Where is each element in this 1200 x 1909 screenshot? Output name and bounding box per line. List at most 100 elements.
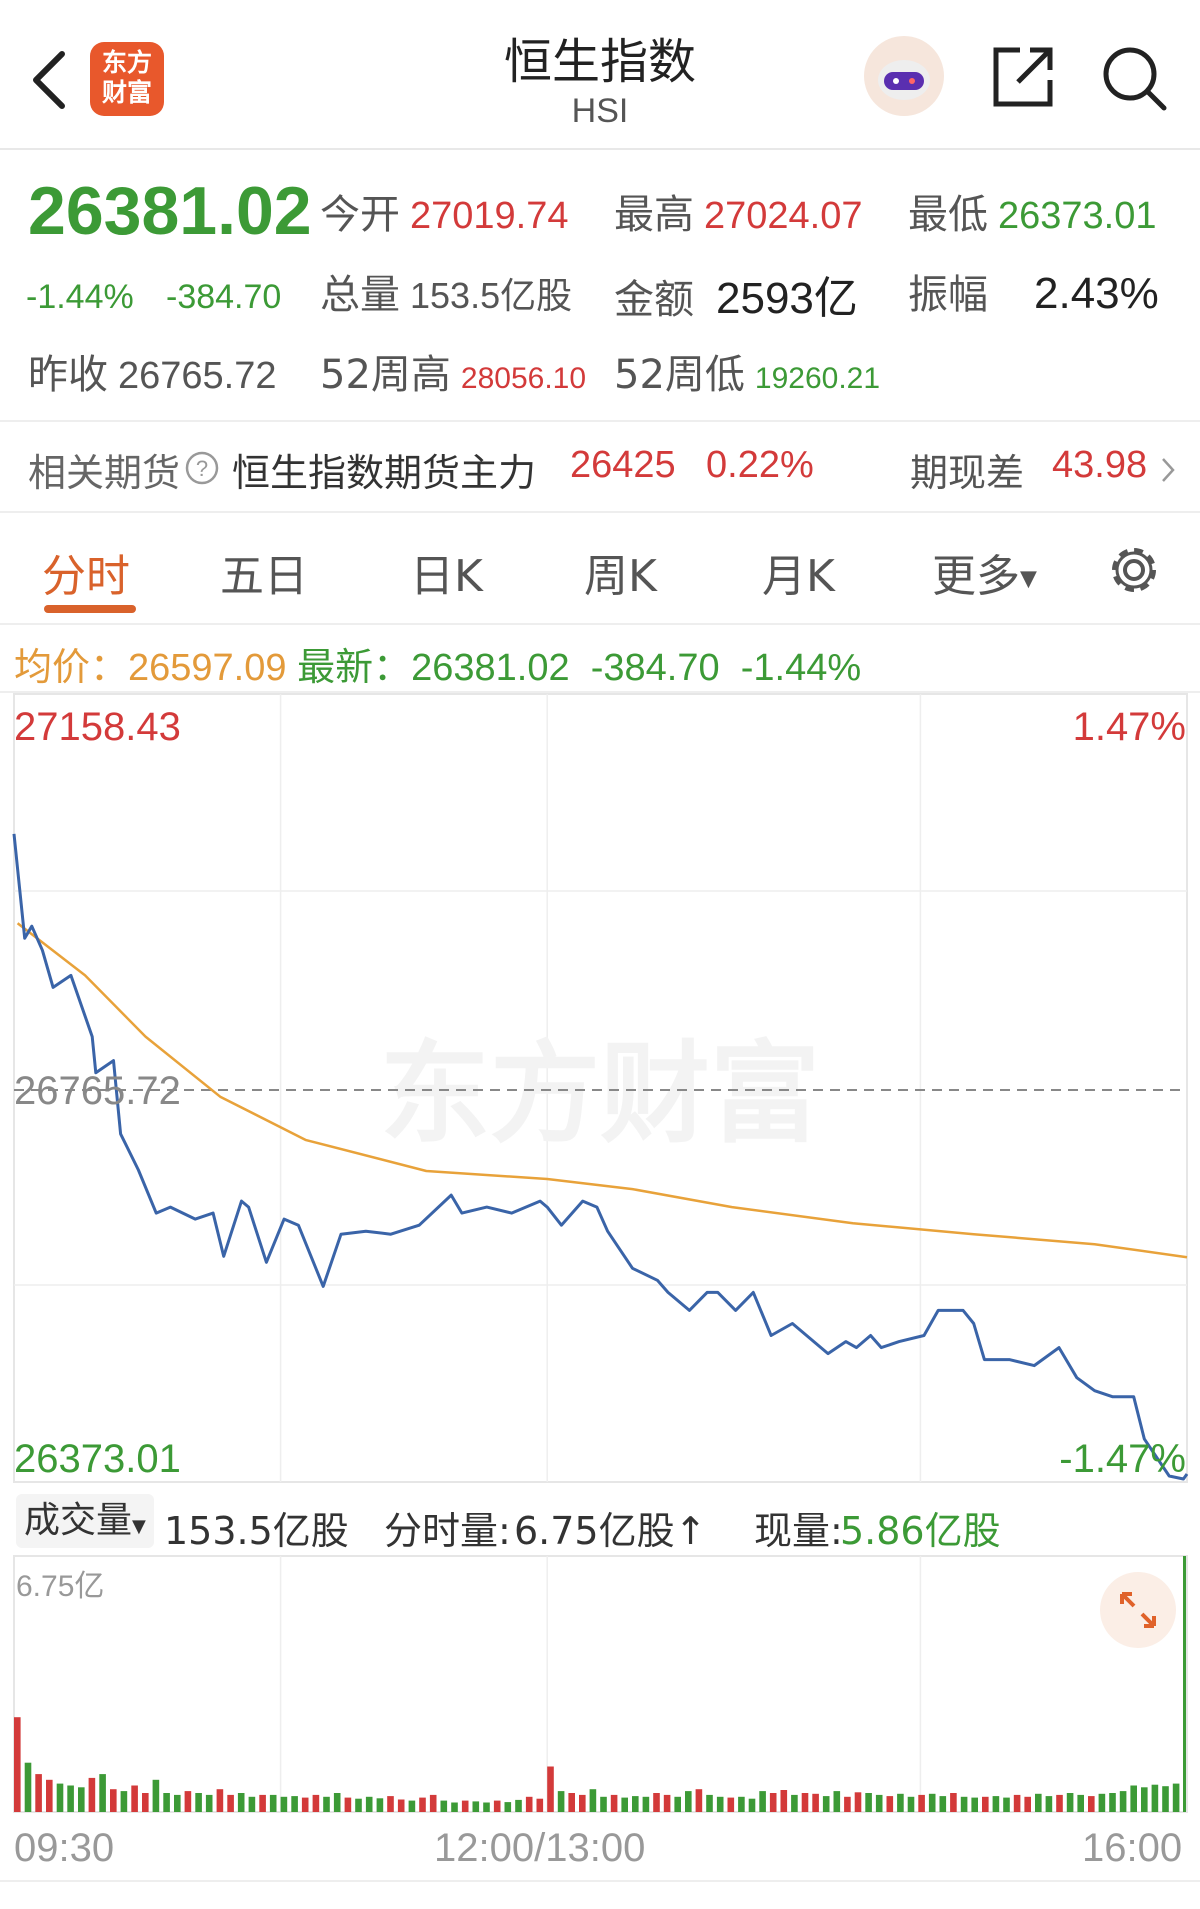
volume-bar	[589, 1789, 597, 1812]
latest-pct: -1.44%	[740, 647, 862, 689]
tab-intraday[interactable]: 分时	[42, 551, 130, 602]
assistant-robot-icon[interactable]	[862, 34, 946, 118]
expand-icon	[1120, 1592, 1156, 1628]
pct-min-label: -1.47%	[1059, 1437, 1186, 1481]
minute-volume-label: 分时量:	[384, 1509, 511, 1553]
futures-label: 相关期货	[28, 451, 181, 495]
search-icon[interactable]	[1100, 44, 1170, 114]
w52-high-value: 28056.10	[460, 362, 587, 395]
tab-five-day[interactable]: 五日	[220, 551, 308, 602]
related-futures-row[interactable]: 相关期货 ? 恒生指数期货主力 26425 0.22% 期现差 43.98	[28, 440, 1178, 500]
x-tick-open: 09:30	[14, 1826, 115, 1870]
volume-bar	[493, 1800, 501, 1812]
volume-bar	[1172, 1783, 1180, 1812]
app-logo[interactable]: 东方 财富	[90, 42, 164, 116]
volume-bar	[227, 1794, 234, 1812]
divider	[0, 511, 1200, 513]
volume-bar	[1003, 1797, 1010, 1812]
volume-bar	[78, 1787, 85, 1812]
volume-bar	[429, 1794, 437, 1812]
volume-bar	[536, 1798, 544, 1812]
volume-bar	[886, 1796, 894, 1812]
indicator-selector-label: 成交量	[24, 1500, 133, 1541]
chart-info-row: 均价：26597.09 最新：26381.02 -384.70 -1.44%	[14, 636, 861, 691]
divider	[0, 691, 1200, 693]
tab-weekly-k[interactable]: 周K	[584, 551, 657, 602]
expand-chart-button[interactable]	[1100, 1572, 1176, 1648]
stock-code: HSI	[571, 92, 629, 130]
volume-bar	[1077, 1794, 1084, 1812]
volume-bar	[939, 1796, 947, 1812]
volume-bar	[547, 1766, 554, 1812]
volume-bar	[600, 1796, 607, 1812]
w52-low-value: 19260.21	[754, 362, 881, 395]
volume-bar	[1013, 1794, 1021, 1812]
volume-bar	[355, 1798, 362, 1812]
current-volume: 5.86亿股	[840, 1509, 1001, 1553]
volume-chart-border	[13, 1555, 1188, 1813]
volume-bar	[801, 1793, 809, 1812]
volume-bar	[216, 1789, 224, 1812]
volume-bar	[46, 1779, 53, 1812]
volume-bar	[579, 1794, 586, 1812]
tab-more-label: 更多	[932, 551, 1020, 602]
volume-bar	[1045, 1796, 1053, 1812]
volume-bar	[833, 1791, 841, 1812]
amplitude-label: 振幅	[908, 272, 988, 318]
divider	[0, 420, 1200, 422]
amount-label: 金额	[614, 277, 694, 323]
tab-more[interactable]: 更多▼	[932, 540, 1037, 604]
settings-gear-icon[interactable]	[1106, 540, 1162, 600]
basis-label: 期现差	[910, 451, 1025, 495]
low-label: 最低	[908, 192, 988, 238]
volume-bar	[472, 1801, 480, 1812]
dropdown-arrow-icon: ▼	[1020, 566, 1037, 592]
volume-bar	[24, 1762, 32, 1812]
avg-label: 均价：	[14, 647, 129, 689]
volume-bar	[88, 1777, 96, 1812]
pct-max-label: 1.47%	[1073, 705, 1186, 749]
avg-value: 26597.09	[128, 647, 287, 689]
tab-daily-k[interactable]: 日K	[410, 551, 483, 602]
volume-bar	[674, 1796, 681, 1812]
indicator-selector[interactable]: 成交量▼	[16, 1494, 154, 1548]
volume-bar	[483, 1802, 490, 1812]
futures-price: 26425	[570, 444, 676, 486]
volume-bar	[408, 1800, 416, 1812]
volume-bar	[525, 1796, 533, 1812]
volume-bar	[950, 1793, 957, 1812]
volume-bar	[237, 1793, 245, 1812]
chart-border	[13, 693, 1188, 1483]
volume-bar	[812, 1793, 819, 1812]
volume-bar	[35, 1774, 42, 1812]
volume-bar	[748, 1798, 756, 1812]
help-icon[interactable]: ?	[184, 450, 220, 486]
volume-bar	[451, 1802, 458, 1812]
prev-close-label: 26765.72	[14, 1069, 181, 1113]
volume-info-row: 成交量▼ 153.5亿股 分时量: 6.75亿股↑ 现量: 5.86亿股	[14, 1492, 1187, 1553]
share-icon[interactable]	[990, 44, 1056, 110]
volume-bar	[142, 1793, 149, 1812]
total-volume: 153.5亿股	[164, 1509, 349, 1553]
volume-bar	[780, 1790, 788, 1812]
volume-bar	[1119, 1791, 1127, 1812]
volume-bar	[875, 1794, 883, 1812]
volume-bar	[621, 1797, 628, 1812]
high-label: 最高	[614, 192, 694, 238]
volume-bar	[56, 1783, 64, 1812]
volume-bar	[365, 1796, 373, 1812]
minute-volume: 6.75亿股↑	[514, 1509, 707, 1553]
basis-value: 43.98	[1052, 444, 1148, 486]
volume-bar	[184, 1791, 192, 1812]
volume-bar	[312, 1794, 320, 1812]
low-value: 26373.01	[998, 195, 1157, 237]
y-max-label: 27158.43	[14, 705, 181, 749]
futures-name: 恒生指数期货主力	[232, 451, 537, 495]
volume-bar	[1024, 1796, 1031, 1812]
back-icon[interactable]	[28, 50, 68, 110]
volume-bar	[280, 1796, 288, 1812]
intraday-price-chart[interactable]: 东方财富 27158.43 1.47% 26765.72 26373.01 -1…	[0, 692, 1200, 1484]
tab-monthly-k[interactable]: 月K	[762, 551, 835, 602]
volume-chart[interactable]: 6.75亿	[0, 1554, 1200, 1816]
current-volume-label: 现量:	[754, 1509, 843, 1553]
